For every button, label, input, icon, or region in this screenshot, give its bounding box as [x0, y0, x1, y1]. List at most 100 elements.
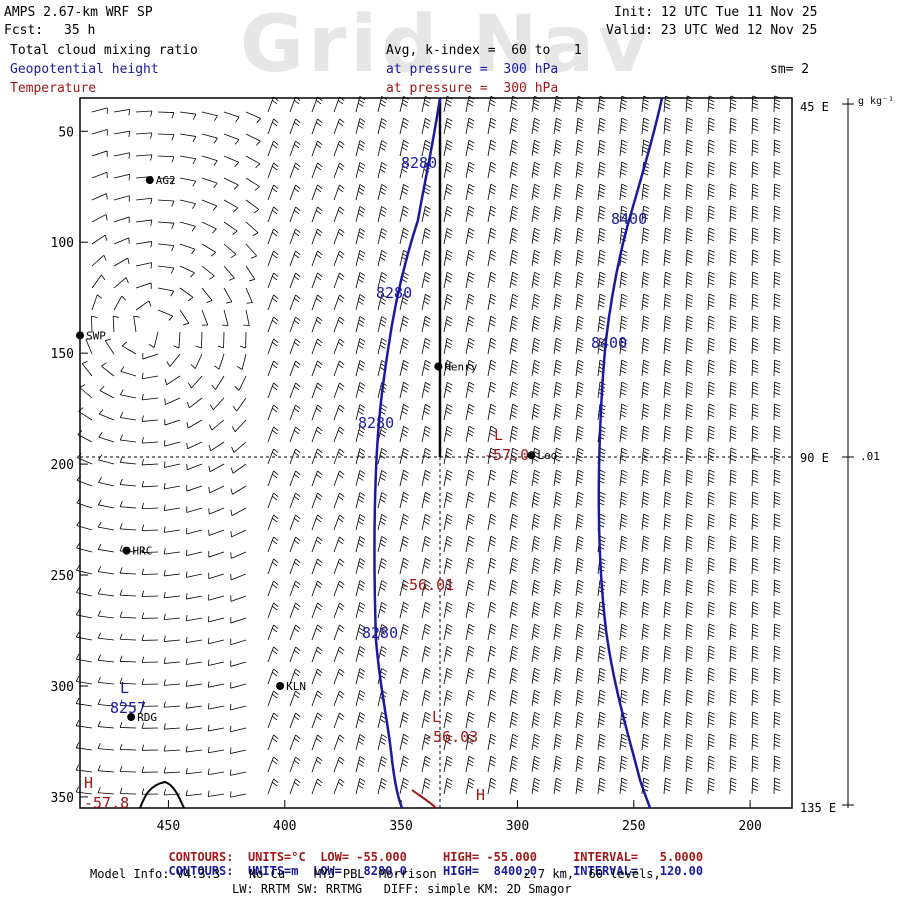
wind-barb [333, 668, 345, 685]
wind-barb [421, 536, 431, 553]
wind-barb [91, 274, 106, 289]
wind-barb [267, 316, 279, 333]
wind-barb [333, 470, 345, 487]
wind-barb [76, 542, 93, 553]
wind-barb [443, 645, 453, 663]
wind-barb [76, 475, 93, 487]
wind-barb [773, 161, 781, 179]
wind-barb [619, 293, 628, 311]
wind-barb [311, 690, 323, 707]
station-marker[interactable] [76, 331, 84, 340]
wind-barb [487, 557, 497, 575]
wind-barb [311, 448, 323, 465]
wind-barb [575, 667, 584, 685]
wind-barb [531, 711, 540, 729]
wind-barb [355, 382, 366, 399]
wind-barb [531, 513, 540, 531]
wind-barb [157, 177, 175, 185]
wind-barb [773, 447, 781, 465]
wind-barb [333, 426, 345, 443]
wind-barb [119, 611, 137, 619]
height-label-4: 8280 [362, 624, 398, 642]
wind-barb [230, 551, 247, 559]
wind-barb [377, 712, 388, 729]
right-tick-135e: 135 E [800, 801, 836, 815]
wind-barb [185, 636, 203, 644]
wind-barb [267, 272, 279, 289]
wind-barb [531, 183, 540, 201]
wind-barb [399, 294, 409, 311]
wind-barb [443, 425, 453, 443]
wind-barb [619, 205, 628, 223]
colorbar-value: .01 [860, 450, 880, 463]
station-marker[interactable] [527, 451, 536, 460]
wind-barb [311, 272, 323, 289]
wind-barb [289, 580, 301, 597]
wind-barb [421, 690, 431, 707]
wind-barb [421, 228, 431, 245]
wind-barb [333, 580, 345, 597]
plot-frame [79, 97, 793, 809]
wind-barb [399, 382, 409, 399]
wind-barb [97, 787, 115, 795]
wind-barb [465, 183, 475, 201]
wind-barb [685, 689, 693, 707]
wind-barb [333, 492, 345, 509]
wind-barb [207, 790, 225, 797]
wind-barb [163, 483, 181, 490]
wind-barb [289, 558, 301, 575]
wind-barb [751, 403, 759, 421]
wind-barb [707, 359, 715, 377]
wind-barb [465, 711, 475, 729]
wind-barb [230, 682, 247, 689]
wind-barb [399, 470, 409, 487]
wind-barb [443, 117, 453, 135]
station-marker[interactable] [434, 362, 443, 371]
wind-barb [707, 645, 715, 663]
station-marker[interactable] [127, 713, 136, 722]
wind-barb [487, 601, 497, 619]
wind-barb [553, 755, 562, 773]
wind-barb [663, 271, 672, 289]
wind-barb [641, 359, 650, 377]
wind-barb [185, 571, 203, 578]
wind-barb [773, 271, 781, 289]
wind-barb [142, 353, 159, 360]
wind-barb [663, 733, 672, 751]
wind-barb [509, 667, 519, 685]
wind-barb [267, 712, 279, 729]
wind-barb [135, 300, 152, 311]
wind-barb [289, 360, 301, 377]
wind-barb [707, 425, 715, 443]
wind-barb [141, 744, 159, 751]
wind-barb [751, 645, 759, 663]
wind-barb [207, 746, 225, 754]
wind-barb [76, 564, 93, 575]
wind-barb [377, 316, 388, 333]
wind-barb [685, 161, 693, 179]
wind-barb [531, 601, 540, 619]
station-marker[interactable] [276, 681, 285, 690]
wind-barb [597, 315, 606, 333]
wind-barb [575, 733, 584, 751]
wind-barb [531, 117, 540, 135]
wind-barb [377, 536, 388, 553]
wind-barb [289, 646, 301, 663]
wind-barb [641, 491, 650, 509]
wind-barb [75, 742, 93, 751]
wind-barb [729, 755, 737, 773]
wind-barb [487, 645, 497, 663]
colorbar-unit: g kg⁻¹ [858, 96, 894, 107]
wind-barb [223, 221, 238, 236]
station-marker[interactable] [145, 176, 154, 185]
wind-barb [487, 403, 497, 421]
wind-barb [377, 338, 388, 355]
station-marker[interactable] [122, 546, 131, 555]
wind-barb [223, 133, 240, 145]
wind-barb [509, 337, 519, 355]
wind-barb [195, 331, 203, 349]
wind-barb [201, 265, 215, 280]
wind-barb [377, 624, 388, 641]
wind-barb [597, 271, 606, 289]
